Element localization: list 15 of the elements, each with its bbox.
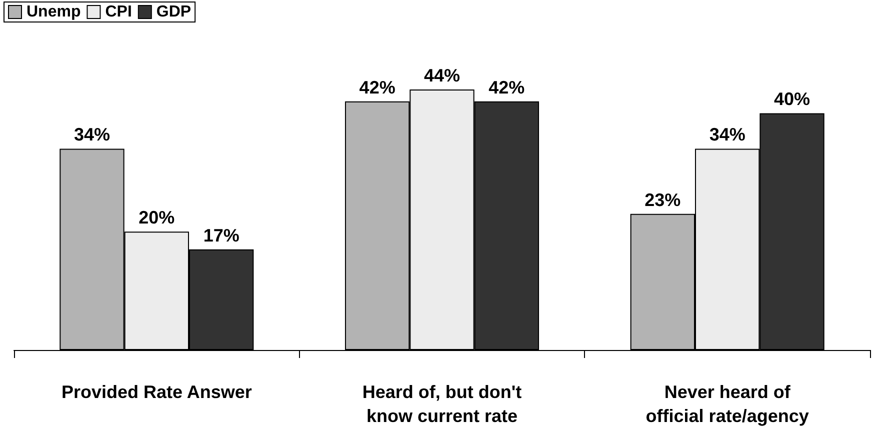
x-tick-label: Provided Rate Answer bbox=[61, 382, 252, 402]
data-label: 42% bbox=[359, 77, 396, 98]
data-label: 20% bbox=[138, 208, 175, 228]
data-label: 34% bbox=[74, 124, 110, 145]
legend-label: GDP bbox=[156, 4, 192, 20]
data-label: 44% bbox=[424, 66, 460, 86]
x-tick-label: Heard of, but don't know current rate bbox=[362, 382, 522, 426]
legend-label: Unemp bbox=[26, 4, 81, 20]
data-label: 17% bbox=[203, 225, 240, 246]
data-label: 40% bbox=[774, 89, 810, 110]
x-tick-label: Never heard of official rate/agency bbox=[646, 382, 809, 426]
data-label: 23% bbox=[644, 190, 681, 210]
data-label: 42% bbox=[488, 77, 525, 98]
data-label: 34% bbox=[709, 124, 746, 145]
legend-label: CPI bbox=[105, 4, 132, 20]
